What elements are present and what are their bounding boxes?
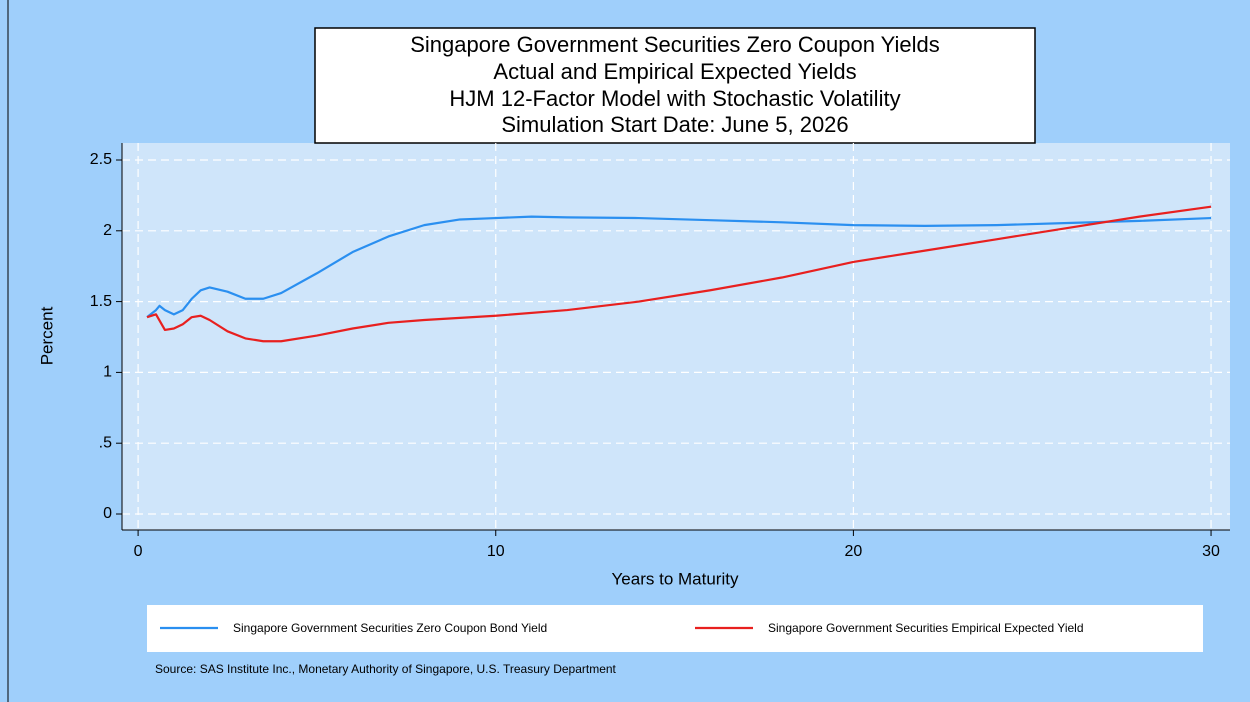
y-tick-label: 2 [103,222,112,239]
plot-area [122,143,1230,530]
y-tick-label: 1 [103,364,112,381]
x-tick-label: 0 [134,543,143,560]
title-box [314,27,1036,144]
y-axis-label: Percent [37,306,56,365]
chart-title: HJM 12-Factor Model with Stochastic Vola… [449,86,900,111]
x-tick-label: 20 [844,543,862,560]
legend-label: Singapore Government Securities Empirica… [768,621,1084,635]
y-tick-label: 2.5 [90,151,112,168]
series-line [146,215,1212,319]
y-tick-label: 0 [103,505,112,522]
chart-title: Actual and Empirical Expected Yields [493,59,856,84]
y-tick-label: .5 [99,434,112,451]
y-tick-label: 1.5 [90,293,112,310]
legend-label: Singapore Government Securities Zero Cou… [233,621,547,635]
x-axis-label: Years to Maturity [612,569,739,588]
legend [147,605,1203,652]
chart-title: Simulation Start Date: June 5, 2026 [501,112,848,137]
x-tick-label: 30 [1202,543,1220,560]
chart-title: Singapore Government Securities Zero Cou… [410,32,940,57]
x-tick-label: 10 [487,543,505,560]
series-line [146,205,1212,343]
source-note: Source: SAS Institute Inc., Monetary Aut… [155,662,617,676]
